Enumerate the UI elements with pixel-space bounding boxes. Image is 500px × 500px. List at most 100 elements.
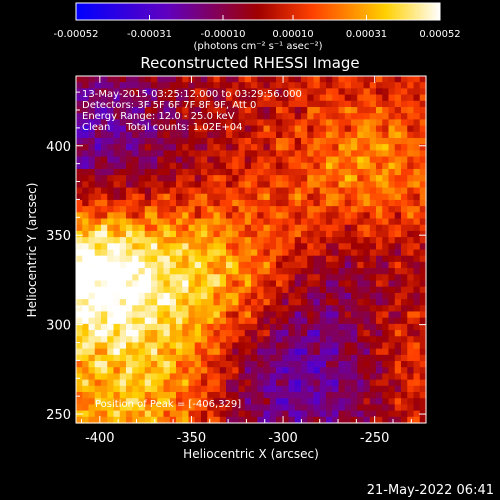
heatmap-cell <box>94 131 102 139</box>
heatmap-cell <box>182 311 190 319</box>
heatmap-cell <box>201 94 208 102</box>
heatmap-cell <box>413 76 421 83</box>
heatmap-cell <box>288 237 296 244</box>
heatmap-cell <box>294 181 302 189</box>
heatmap-cell <box>88 367 96 375</box>
heatmap-cell <box>76 100 83 108</box>
heatmap-cell <box>157 224 165 232</box>
heatmap-cell <box>338 410 346 418</box>
heatmap-cell <box>326 168 333 176</box>
heatmap-cell <box>288 398 296 406</box>
heatmap-cell <box>82 361 90 368</box>
heatmap-cell <box>344 311 352 319</box>
heatmap-cell <box>319 168 327 176</box>
heatmap-cell <box>401 416 408 424</box>
heatmap-cell <box>419 354 427 362</box>
heatmap-cell <box>294 342 302 350</box>
heatmap-cell <box>213 367 221 375</box>
heatmap-cell <box>344 243 352 251</box>
heatmap-cell <box>94 218 102 226</box>
heatmap-cell <box>176 268 183 275</box>
heatmap-cell <box>226 385 233 393</box>
heatmap-cell <box>132 100 140 108</box>
heatmap-cell <box>363 144 371 151</box>
heatmap-cell <box>313 168 321 176</box>
heatmap-cell <box>282 187 290 195</box>
heatmap-cell <box>182 88 190 96</box>
heatmap-cell <box>88 113 96 120</box>
heatmap-cell <box>357 237 365 244</box>
heatmap-cell <box>413 230 421 238</box>
heatmap-cell <box>369 249 377 257</box>
heatmap-cell <box>188 398 196 406</box>
heatmap-cell <box>201 193 208 201</box>
heatmap-cell <box>138 268 146 275</box>
heatmap-cell <box>119 144 127 151</box>
heatmap-cell <box>269 398 277 406</box>
heatmap-cell <box>313 330 321 337</box>
heatmap-cell <box>201 150 208 158</box>
heatmap-cell <box>326 354 333 362</box>
heatmap-cell <box>344 317 352 325</box>
heatmap-cell <box>294 280 302 288</box>
heatmap-cell <box>351 150 358 158</box>
heatmap-cell <box>169 243 177 251</box>
heatmap-cell <box>376 398 383 406</box>
heatmap-cell <box>301 82 308 89</box>
heatmap-cell <box>113 392 121 399</box>
heatmap-cell <box>357 367 365 375</box>
heatmap-cell <box>232 274 240 282</box>
heatmap-cell <box>394 410 402 418</box>
heatmap-cell <box>407 218 415 226</box>
heatmap-cell <box>169 125 177 133</box>
heatmap-cell <box>419 292 427 300</box>
heatmap-cell <box>119 379 127 387</box>
heatmap-cell <box>276 299 283 306</box>
heatmap-cell <box>213 274 221 282</box>
heatmap-cell <box>119 131 127 139</box>
heatmap-cell <box>207 193 215 201</box>
heatmap-cell <box>394 187 402 195</box>
heatmap-cell <box>369 237 377 244</box>
heatmap-cell <box>282 274 290 282</box>
heatmap-cell <box>282 243 290 251</box>
heatmap-cell <box>126 249 133 257</box>
heatmap-cell <box>419 361 427 368</box>
heatmap-cell <box>263 100 271 108</box>
heatmap-cell <box>251 286 258 294</box>
heatmap-cell <box>369 416 377 424</box>
heatmap-cell <box>151 385 158 393</box>
heatmap-cell <box>382 317 390 325</box>
heatmap-cell <box>176 100 183 108</box>
heatmap-cell <box>157 317 165 325</box>
heatmap-cell <box>376 354 383 362</box>
heatmap-cell <box>238 249 246 257</box>
heatmap-cell <box>413 392 421 399</box>
heatmap-cell <box>326 76 333 83</box>
heatmap-cell <box>76 379 83 387</box>
heatmap-cell <box>232 373 240 381</box>
heatmap-cell <box>176 330 183 337</box>
heatmap-cell <box>251 373 258 381</box>
heatmap-cell <box>407 193 415 201</box>
heatmap-cell <box>369 342 377 350</box>
heatmap-cell <box>269 181 277 189</box>
heatmap-cell <box>276 131 283 139</box>
heatmap-cell <box>182 187 190 195</box>
heatmap-cell <box>251 311 258 319</box>
heatmap-cell <box>107 88 115 96</box>
heatmap-cell <box>107 286 115 294</box>
heatmap-cell <box>132 398 140 406</box>
heatmap-cell <box>263 311 271 319</box>
heatmap-cell <box>357 249 365 257</box>
heatmap-cell <box>338 119 346 127</box>
heatmap-cell <box>194 404 202 412</box>
heatmap-cell <box>157 336 165 344</box>
heatmap-cell <box>351 305 358 313</box>
heatmap-cell <box>76 323 83 331</box>
heatmap-cell <box>332 82 340 89</box>
heatmap-cell <box>313 82 321 89</box>
heatmap-cell <box>201 206 208 213</box>
heatmap-cell <box>194 82 202 89</box>
